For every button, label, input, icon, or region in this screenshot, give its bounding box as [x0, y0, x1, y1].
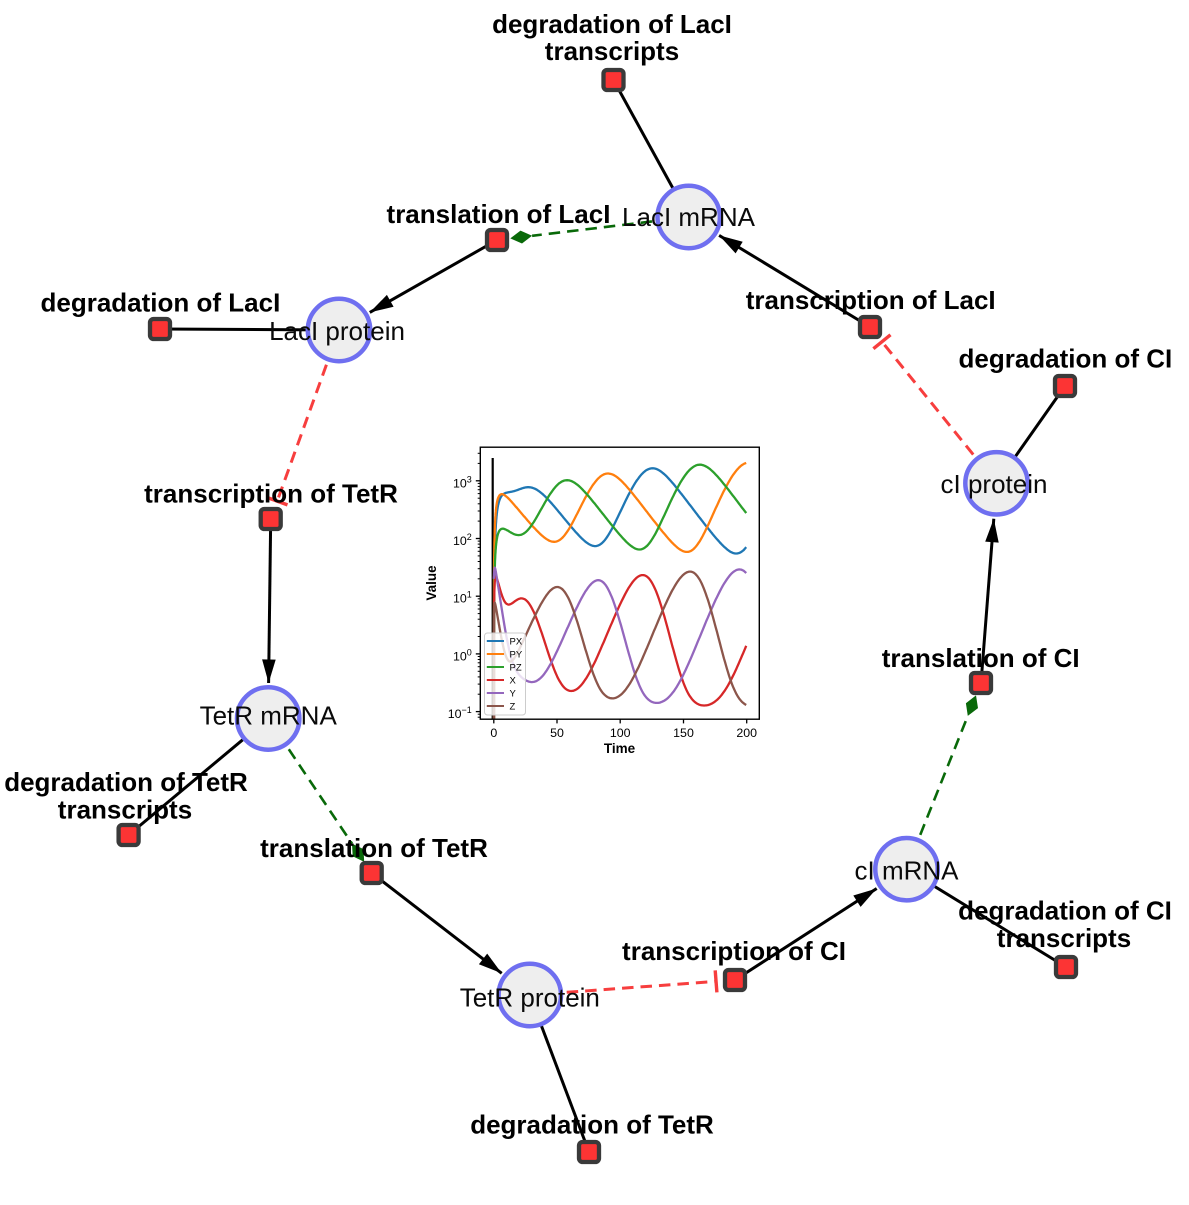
- svg-text:LacI protein: LacI protein: [269, 316, 405, 346]
- svg-text:X: X: [510, 675, 517, 686]
- svg-text:TetR protein: TetR protein: [460, 983, 600, 1013]
- svg-text:TetR mRNA: TetR mRNA: [200, 701, 338, 731]
- svg-text:150: 150: [673, 726, 694, 740]
- svg-text:transcription of LacI: transcription of LacI: [746, 285, 996, 315]
- svg-text:200: 200: [736, 726, 757, 740]
- svg-text:100: 100: [610, 726, 631, 740]
- svg-text:Z: Z: [510, 701, 516, 712]
- svg-text:50: 50: [550, 726, 564, 740]
- svg-text:Time: Time: [604, 741, 636, 756]
- svg-text:0: 0: [490, 726, 497, 740]
- svg-text:transcription of CI: transcription of CI: [622, 936, 846, 966]
- svg-text:degradation of TetR: degradation of TetR: [470, 1110, 714, 1140]
- svg-text:degradation of CI: degradation of CI: [959, 343, 1173, 373]
- svg-text:cI mRNA: cI mRNA: [855, 856, 960, 886]
- svg-text:degradation of LacI: degradation of LacI: [40, 288, 280, 318]
- svg-text:translation of TetR: translation of TetR: [260, 833, 488, 863]
- svg-text:degradation of TetR: degradation of TetR: [4, 767, 248, 797]
- svg-text:Value: Value: [424, 565, 439, 601]
- svg-text:translation of LacI: translation of LacI: [387, 199, 611, 229]
- svg-text:degradation of LacI: degradation of LacI: [492, 9, 732, 39]
- svg-text:transcription of TetR: transcription of TetR: [144, 479, 398, 509]
- svg-text:PX: PX: [510, 636, 523, 647]
- svg-text:transcripts: transcripts: [997, 923, 1131, 953]
- svg-text:PZ: PZ: [510, 662, 522, 673]
- svg-text:degradation of CI: degradation of CI: [958, 896, 1172, 926]
- svg-text:cI protein: cI protein: [941, 469, 1048, 499]
- svg-text:LacI mRNA: LacI mRNA: [622, 202, 756, 232]
- svg-text:translation of CI: translation of CI: [882, 643, 1080, 673]
- svg-text:PY: PY: [510, 649, 523, 660]
- svg-text:transcripts: transcripts: [58, 795, 192, 825]
- svg-text:transcripts: transcripts: [545, 36, 679, 66]
- svg-text:Y: Y: [510, 688, 517, 699]
